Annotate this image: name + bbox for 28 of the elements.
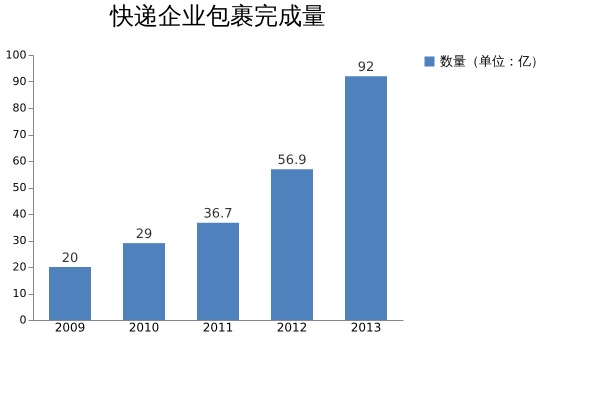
chart-title: 快递企业包裹完成量 xyxy=(109,2,326,30)
x-tick-label: 2009 xyxy=(54,320,86,334)
data-label: 20 xyxy=(62,251,78,266)
data-label: 29 xyxy=(136,227,152,242)
y-tick-label: 40 xyxy=(12,208,26,220)
y-tick-label: 90 xyxy=(12,75,26,88)
y-tick-label: 60 xyxy=(12,154,26,168)
y-tick-label: 70 xyxy=(12,128,26,141)
y-tick-label: 100 xyxy=(6,48,26,62)
bar xyxy=(345,76,387,320)
bar xyxy=(123,243,165,320)
y-tick-label: 50 xyxy=(12,181,26,194)
bar xyxy=(197,222,239,320)
data-label: 56.9 xyxy=(278,153,306,168)
y-tick-label: 30 xyxy=(12,234,26,247)
y-tick-label: 20 xyxy=(12,260,26,274)
bar xyxy=(49,267,91,320)
x-tick-label: 2012 xyxy=(276,320,308,334)
y-tick-label: 80 xyxy=(12,102,26,114)
legend-label: 数量（单位：亿） xyxy=(440,54,544,70)
data-label: 36.7 xyxy=(204,206,232,222)
x-tick-label: 2010 xyxy=(128,320,160,334)
x-tick-label: 2011 xyxy=(202,320,234,334)
data-label: 92 xyxy=(358,60,374,76)
bar xyxy=(271,169,313,320)
y-tick-label: 10 xyxy=(12,287,26,300)
y-tick-label: 0 xyxy=(20,314,26,326)
x-tick-label: 2013 xyxy=(350,320,382,334)
